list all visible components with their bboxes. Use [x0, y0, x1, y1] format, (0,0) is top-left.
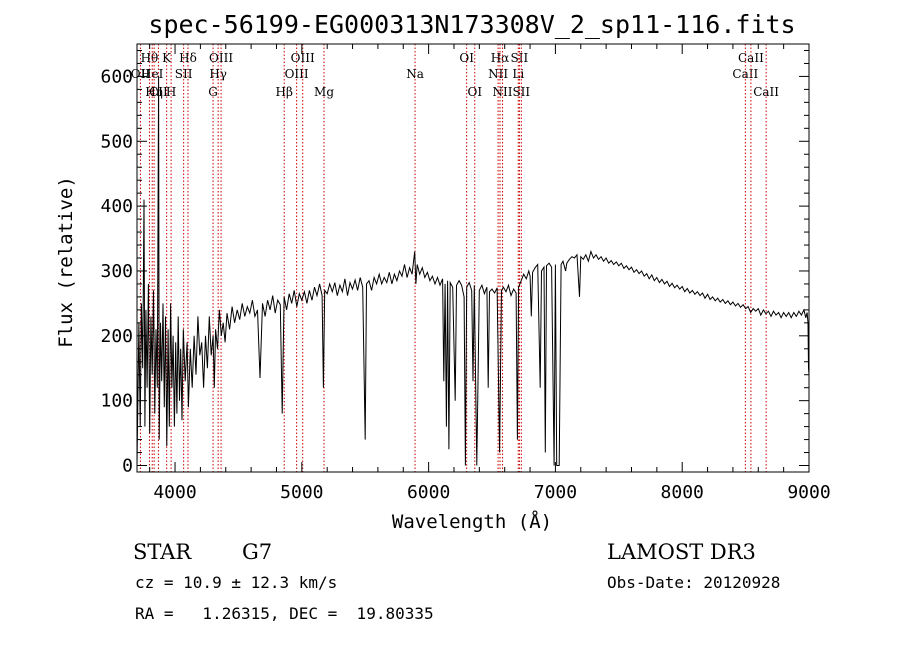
object-subclass: G7	[242, 540, 272, 564]
marker-label-5: K	[162, 51, 172, 65]
object-class: STAR	[133, 540, 192, 564]
marker-label-24: SII	[512, 85, 530, 99]
marker-label-13: OIII	[285, 67, 309, 81]
survey-name: LAMOST DR3	[607, 540, 756, 564]
redshift-text: cz = 10.9 ± 12.3 km/s	[135, 573, 337, 592]
marker-label-15: Mg	[314, 85, 334, 99]
x-axis-label: Wavelength (Å)	[392, 510, 552, 533]
marker-label-8: Hδ	[179, 51, 197, 65]
x-tick-label-7000: 7000	[534, 482, 577, 503]
marker-label-26: CaII	[738, 51, 764, 65]
marker-label-9: G	[208, 85, 218, 99]
y-tick-label-400: 400	[100, 196, 133, 217]
marker-label-6: H	[166, 85, 176, 99]
marker-label-0: Hθ	[141, 51, 159, 65]
y-tick-label-500: 500	[100, 131, 133, 152]
marker-label-17: OI	[459, 51, 474, 65]
marker-label-23: SII	[511, 51, 529, 65]
y-tick-label-200: 200	[100, 326, 133, 347]
axis-ticks: 4000 5000 6000 7000 8000 9000 0 100 200 300 400 500…	[100, 44, 831, 503]
marker-label-2: HeI	[141, 67, 164, 81]
y-tick-label-600: 600	[100, 66, 133, 87]
marker-label-16: Na	[406, 67, 424, 81]
x-tick-label-8000: 8000	[661, 482, 704, 503]
y-tick-label-300: 300	[100, 261, 133, 282]
x-tick-label-5000: 5000	[280, 482, 323, 503]
plot-frame	[136, 43, 810, 473]
marker-label-27: CaII	[753, 85, 779, 99]
x-tick-label-4000: 4000	[153, 482, 196, 503]
spectral-line-markers: HθOIIHeIHηCIIKHSIIHδGHγOIIIHβOIIIOIIIMgN…	[131, 44, 779, 472]
spectrum-line	[136, 76, 810, 466]
marker-label-1: OII	[131, 67, 151, 81]
marker-label-14: OIII	[291, 51, 315, 65]
marker-label-25: CaII	[732, 67, 758, 81]
marker-label-11: OIII	[209, 51, 233, 65]
marker-label-12: Hβ	[276, 85, 293, 99]
obs-date-text: Obs-Date: 20120928	[607, 573, 780, 592]
y-axis-label: Flux (relative)	[55, 176, 77, 348]
marker-label-10: Hγ	[209, 67, 227, 81]
x-tick-label-9000: 9000	[787, 482, 830, 503]
y-tick-label-100: 100	[100, 391, 133, 412]
y-tick-label-0: 0	[122, 456, 133, 477]
x-tick-label-6000: 6000	[407, 482, 450, 503]
coordinates-text: RA = 1.26315, DEC = 19.80335	[135, 604, 434, 623]
marker-label-7: SII	[175, 67, 193, 81]
marker-label-22: Li	[512, 67, 524, 81]
marker-label-21: NII	[493, 85, 513, 99]
chart-title: spec-56199-EG000313N173308V_2_sp11-116.f…	[148, 10, 795, 39]
marker-label-19: NII	[488, 67, 508, 81]
marker-label-20: Hα	[491, 51, 510, 65]
marker-label-18: OI	[467, 85, 482, 99]
